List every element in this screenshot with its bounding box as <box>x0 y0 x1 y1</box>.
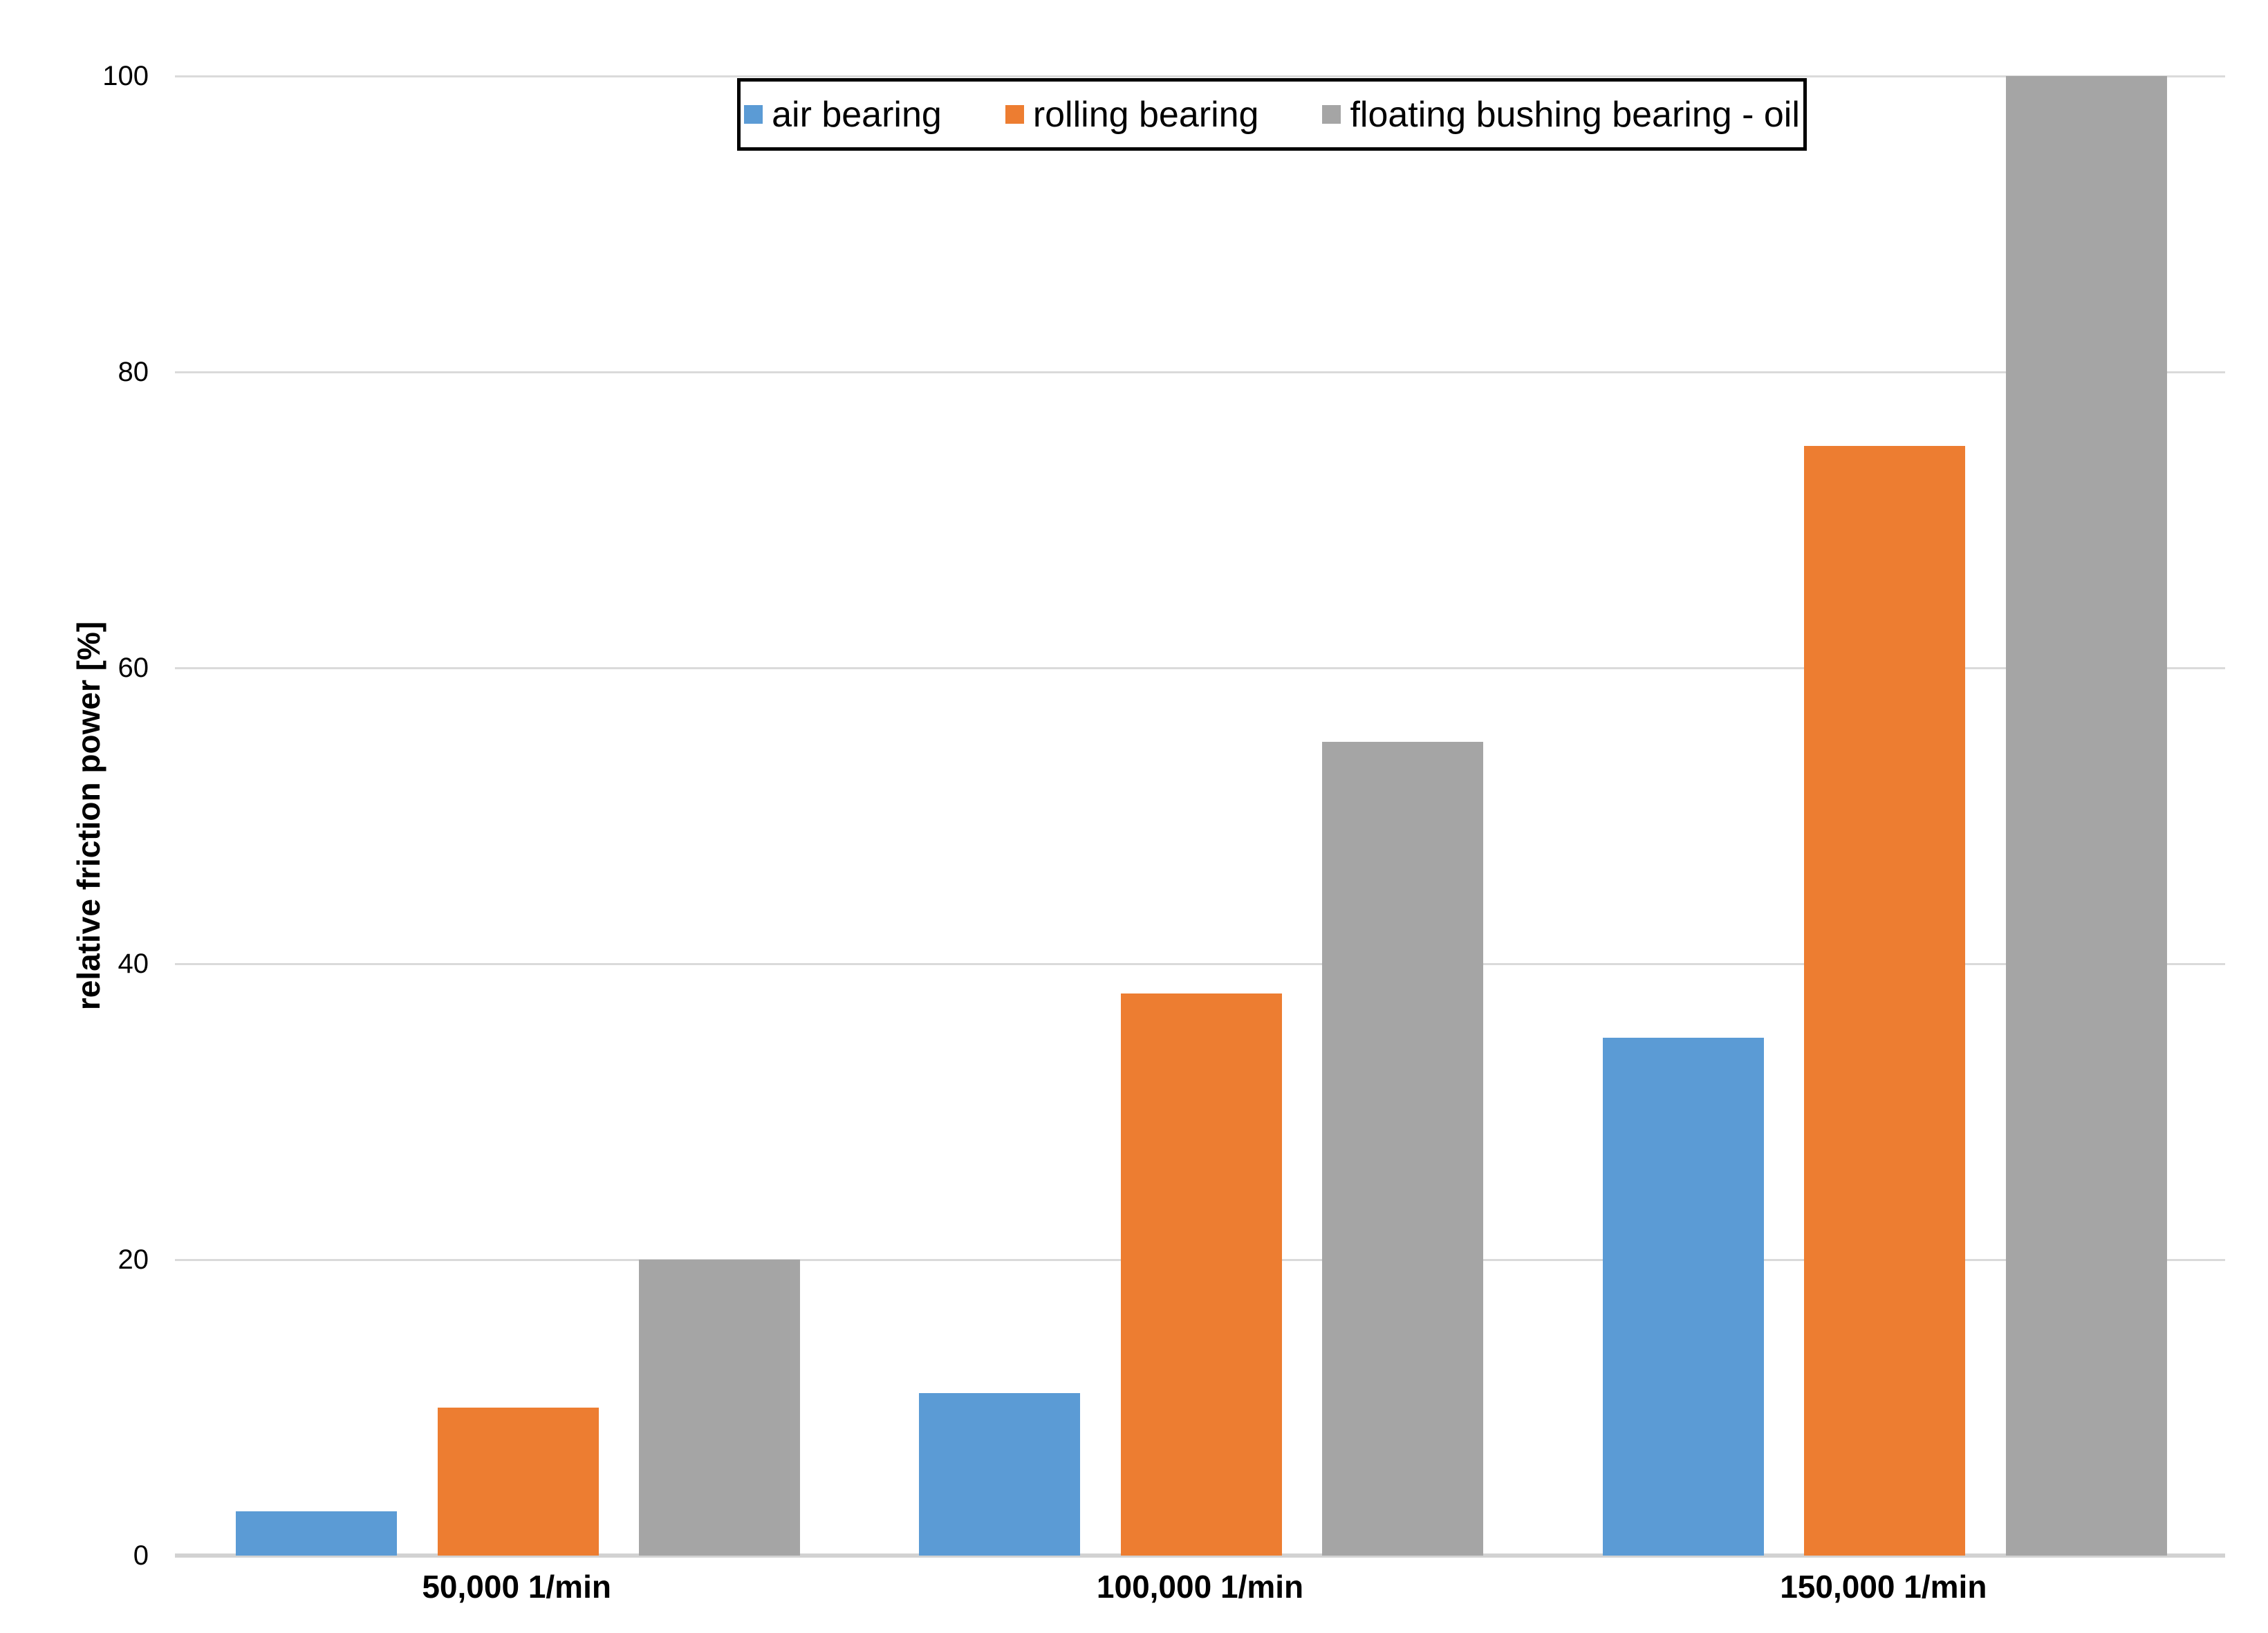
gridline-60 <box>175 666 2225 669</box>
x-axis-line <box>175 1553 2225 1558</box>
x-tick-label-150-000-1-min: 150,000 1/min <box>1780 1569 1987 1605</box>
bar-air-bearing-100-000-1-min <box>919 1392 1081 1556</box>
bar-rolling-bearing-100-000-1-min <box>1120 993 1282 1556</box>
x-tick-label-50-000-1-min: 50,000 1/min <box>422 1569 611 1605</box>
legend-swatch-rolling-bearing-icon <box>1005 105 1024 124</box>
gridline-100 <box>175 75 2225 77</box>
gridline-40 <box>175 962 2225 965</box>
y-tick-label-100: 100 <box>102 61 149 91</box>
bar-floating-bushing-bearing-oil-150-000-1-min <box>2005 76 2167 1556</box>
bar-floating-bushing-bearing-oil-100-000-1-min <box>1322 742 1484 1556</box>
bar-rolling-bearing-150-000-1-min <box>1804 446 1966 1556</box>
legend-item-rolling-bearing: rolling bearing <box>1005 94 1259 135</box>
x-tick-label-100-000-1-min: 100,000 1/min <box>1096 1569 1304 1605</box>
y-tick-label-80: 80 <box>118 357 149 387</box>
legend-item-label: floating bushing bearing - oil <box>1350 94 1800 135</box>
legend-swatch-air-bearing-icon <box>744 105 763 124</box>
legend-item-air-bearing: air bearing <box>744 97 942 133</box>
y-tick-label-40: 40 <box>118 949 149 979</box>
gridline-80 <box>175 371 2225 373</box>
legend-item-label: air bearing <box>772 94 942 135</box>
bar-rolling-bearing-50-000-1-min <box>437 1408 599 1556</box>
bar-air-bearing-50-000-1-min <box>236 1511 397 1556</box>
legend: air bearing rolling bearing floating bushi… <box>737 78 1807 151</box>
bar-air-bearing-150-000-1-min <box>1602 1038 1764 1556</box>
legend-item-floating-bushing-bearing-oil: floating bushing bearing - oil <box>1322 94 1800 135</box>
y-tick-label-20: 20 <box>118 1244 149 1275</box>
bar-floating-bushing-bearing-oil-50-000-1-min <box>639 1260 800 1556</box>
legend-swatch-floating-bushing-bearing-oil-icon <box>1322 105 1341 124</box>
y-tick-label-0: 0 <box>133 1540 149 1571</box>
legend-item-label: rolling bearing <box>1032 94 1259 135</box>
y-tick-label-60: 60 <box>118 653 149 683</box>
